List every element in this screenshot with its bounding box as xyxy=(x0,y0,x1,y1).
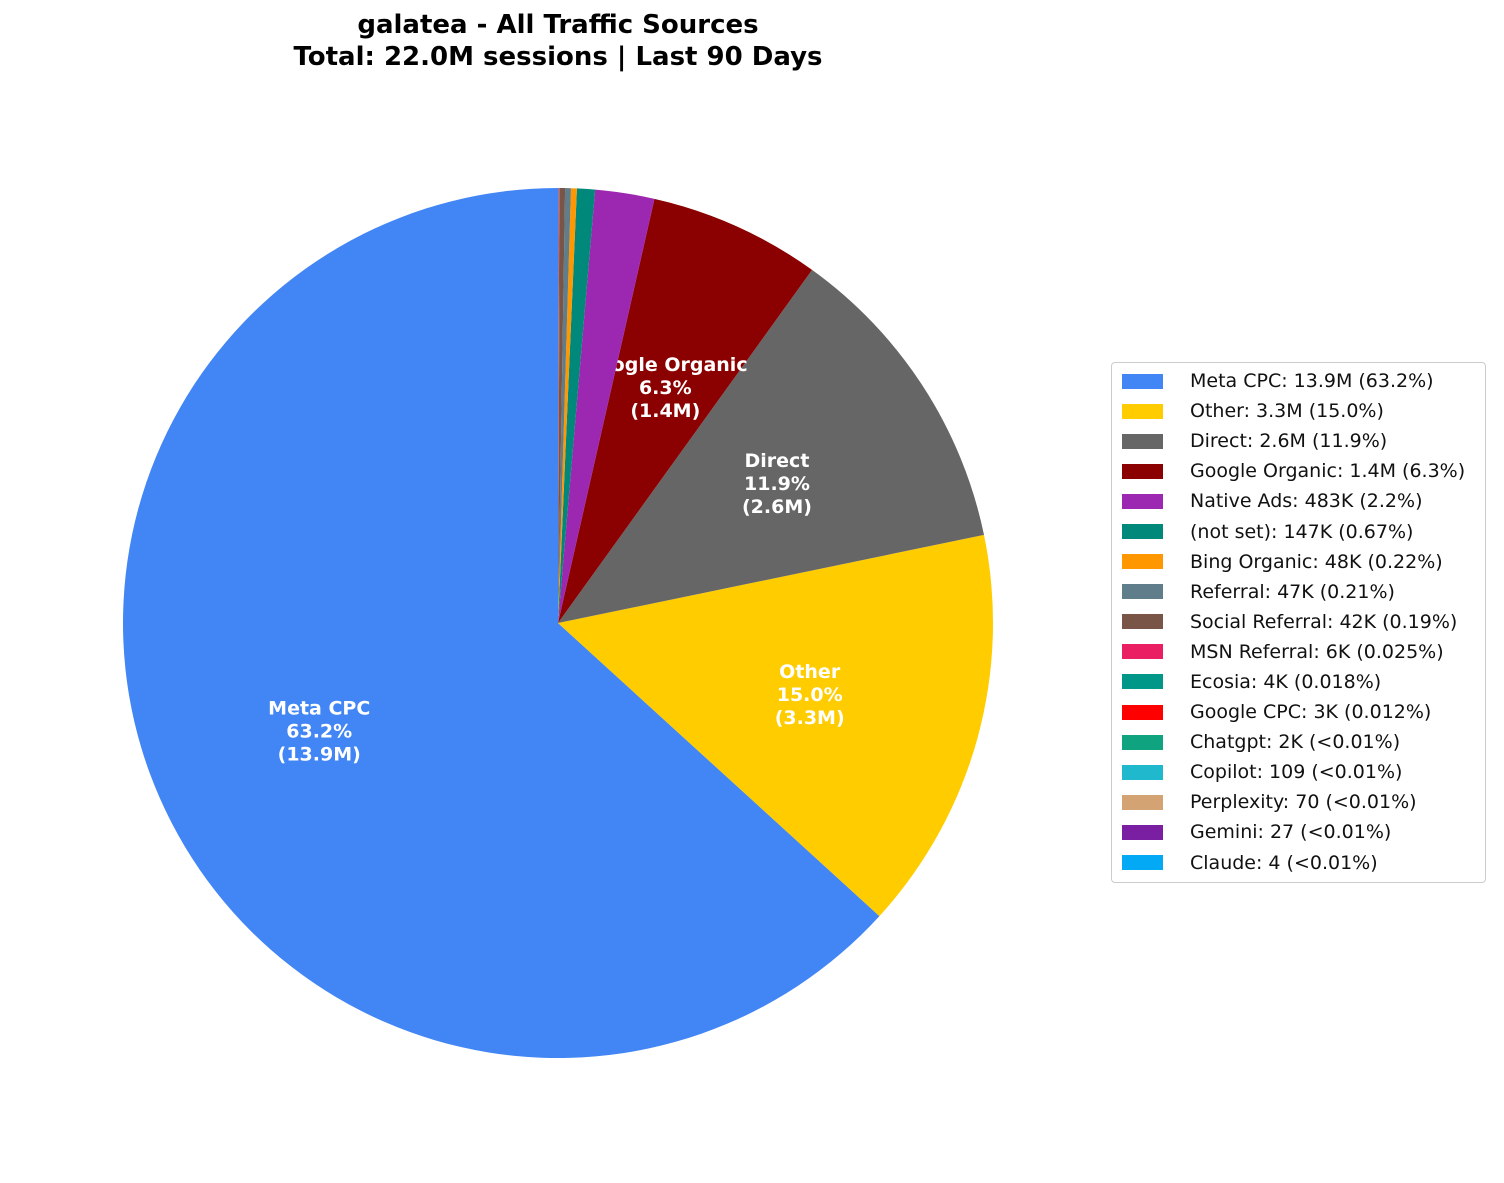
legend-label: Referral: 47K (0.21%) xyxy=(1190,580,1395,603)
legend-label: Ecosia: 4K (0.018%) xyxy=(1190,670,1382,693)
legend-label: Copilot: 109 (<0.01%) xyxy=(1190,761,1403,784)
pie-slice-direct xyxy=(558,269,984,623)
pie-slice-bing-organic xyxy=(558,188,577,623)
legend-item: Gemini: 27 (<0.01%) xyxy=(1112,817,1485,847)
pie-slice-native-ads xyxy=(558,189,655,623)
legend-label: Google Organic: 1.4M (6.3%) xyxy=(1190,460,1466,483)
legend-swatch xyxy=(1122,824,1163,840)
legend-label: Gemini: 27 (<0.01%) xyxy=(1190,821,1392,844)
legend-item: Google CPC: 3K (0.012%) xyxy=(1112,697,1485,727)
legend-swatch xyxy=(1122,403,1163,419)
slice-label-line: 11.9% xyxy=(744,473,810,495)
legend-swatch xyxy=(1122,614,1163,630)
legend-item: Bing Organic: 48K (0.22%) xyxy=(1112,547,1485,577)
legend-label: Claude: 4 (<0.01%) xyxy=(1190,851,1378,874)
legend-item: Google Organic: 1.4M (6.3%) xyxy=(1112,456,1485,486)
slice-label-line: 6.3% xyxy=(639,377,692,399)
legend-swatch xyxy=(1122,855,1163,871)
legend-swatch xyxy=(1122,373,1163,389)
slice-label-line: (1.4M) xyxy=(630,400,700,422)
legend-item: Claude: 4 (<0.01%) xyxy=(1112,848,1485,878)
pie-slice-ecosia xyxy=(558,188,560,623)
pie-slice-msn-referral xyxy=(558,188,560,623)
chart-subtitle: Total: 22.0M sessions | Last 90 Days xyxy=(293,42,823,72)
slice-label: Other 15.0% (3.3M) xyxy=(775,661,845,729)
legend-label: MSN Referral: 6K (0.025%) xyxy=(1190,640,1444,663)
legend-label: Perplexity: 70 (<0.01%) xyxy=(1190,791,1417,814)
slice-label: Direct 11.9% (2.6M) xyxy=(742,450,812,518)
legend-item: Perplexity: 70 (<0.01%) xyxy=(1112,787,1485,817)
legend-swatch xyxy=(1122,674,1163,690)
legend-label: Social Referral: 42K (0.19%) xyxy=(1190,610,1458,633)
slice-label: Google Organic 6.3% (1.4M) xyxy=(583,354,748,422)
legend-swatch xyxy=(1122,493,1163,509)
slice-label-line: Google Organic xyxy=(583,354,748,376)
slice-label-line: Meta CPC xyxy=(268,697,370,719)
legend-item: Referral: 47K (0.21%) xyxy=(1112,577,1485,607)
legend-swatch xyxy=(1122,554,1163,570)
pie-slice-google-cpc xyxy=(558,188,559,623)
legend-label: Direct: 2.6M (11.9%) xyxy=(1190,430,1388,453)
legend-label: Bing Organic: 48K (0.22%) xyxy=(1190,550,1443,573)
legend-label: Native Ads: 483K (2.2%) xyxy=(1190,490,1423,513)
slice-label-line: 15.0% xyxy=(777,684,843,706)
legend-swatch xyxy=(1122,644,1163,660)
legend-item: Other: 3.3M (15.0%) xyxy=(1112,396,1485,426)
legend-item: Native Ads: 483K (2.2%) xyxy=(1112,486,1485,516)
legend-item: Copilot: 109 (<0.01%) xyxy=(1112,757,1485,787)
legend-label: Google CPC: 3K (0.012%) xyxy=(1190,701,1432,724)
legend-item: Chatgpt: 2K (<0.01%) xyxy=(1112,727,1485,757)
legend-label: (not set): 147K (0.67%) xyxy=(1190,520,1414,543)
legend-item: Ecosia: 4K (0.018%) xyxy=(1112,667,1485,697)
legend-swatch xyxy=(1122,524,1163,540)
legend-item: Direct: 2.6M (11.9%) xyxy=(1112,426,1485,456)
slice-label-line: Direct xyxy=(745,450,810,472)
legend-item: Social Referral: 42K (0.19%) xyxy=(1112,607,1485,637)
pie-chart: Meta CPC 63.2% (13.9M) Other 15.0% (3.3M) Dire… xyxy=(122,187,993,1059)
pie-slice-referral xyxy=(558,188,571,623)
legend-swatch xyxy=(1122,794,1163,810)
slice-label-line: Other xyxy=(779,661,841,683)
legend-item: MSN Referral: 6K (0.025%) xyxy=(1112,637,1485,667)
legend-item: (not set): 147K (0.67%) xyxy=(1112,516,1485,546)
pie-slice-social-referral xyxy=(558,188,566,624)
legend-swatch xyxy=(1122,764,1163,780)
legend-swatch xyxy=(1122,584,1163,600)
slice-label: Meta CPC 63.2% (13.9M) xyxy=(268,697,370,765)
pie-slice-meta-cpc xyxy=(122,187,880,1059)
slice-label-line: (2.6M) xyxy=(742,496,812,518)
legend-label: Other: 3.3M (15.0%) xyxy=(1190,400,1384,423)
legend-swatch xyxy=(1122,433,1163,449)
legend-swatch xyxy=(1122,463,1163,479)
slice-label-line: (3.3M) xyxy=(775,707,845,729)
legend-swatch xyxy=(1122,704,1163,720)
chart-title: galatea - All Traffic Sources xyxy=(357,10,759,40)
pie-slice-other xyxy=(558,534,993,917)
slice-label-line: 63.2% xyxy=(286,720,352,742)
legend-label: Chatgpt: 2K (<0.01%) xyxy=(1190,731,1401,754)
legend: Meta CPC: 13.9M (63.2%) Other: 3.3M (15.0… xyxy=(1111,362,1486,883)
legend-label: Meta CPC: 13.9M (63.2%) xyxy=(1190,370,1434,393)
legend-item: Meta CPC: 13.9M (63.2%) xyxy=(1112,366,1485,396)
legend-swatch xyxy=(1122,734,1163,750)
pie-slice-not-set xyxy=(558,188,596,623)
slice-label-line: (13.9M) xyxy=(278,743,361,765)
pie-slice-google-organic xyxy=(558,198,813,623)
